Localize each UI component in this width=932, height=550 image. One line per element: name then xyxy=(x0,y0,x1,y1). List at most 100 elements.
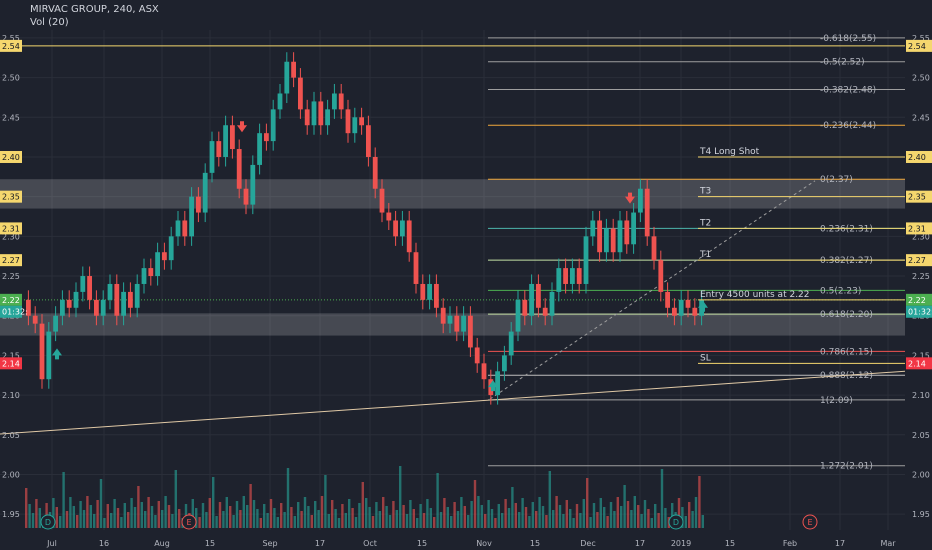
x-tick-1: 16 xyxy=(99,539,109,548)
candle-body-12 xyxy=(107,283,113,300)
volume-bar-174 xyxy=(616,497,619,528)
y-tick-right-0: 2.55 xyxy=(912,34,930,43)
volume-bar-144 xyxy=(514,503,517,528)
price-tag-right-5: 2.22 xyxy=(908,296,926,305)
volume-bar-52 xyxy=(201,503,205,528)
candle-body-50 xyxy=(366,125,371,157)
y-tick-left-9: 2.10 xyxy=(2,391,20,400)
price-tag-left-5: 2.22 xyxy=(2,296,20,305)
candle-body-21 xyxy=(168,236,174,261)
volume-bar-53 xyxy=(205,512,208,528)
volume-bar-130 xyxy=(467,515,470,528)
volume-bar-19 xyxy=(89,505,92,528)
volume-bar-161 xyxy=(572,518,575,528)
grid-lines xyxy=(0,30,905,530)
volume-bar-177 xyxy=(626,501,630,528)
volume-bar-51 xyxy=(198,517,201,528)
fib-label-3: -0.236(2.44) xyxy=(820,121,876,131)
x-tick-14: Feb xyxy=(783,539,797,548)
volume-bar-103 xyxy=(375,502,378,528)
volume-bar-104 xyxy=(378,511,381,528)
candle-body-64 xyxy=(461,315,466,332)
volume-bar-146 xyxy=(521,498,524,528)
candle-body-62 xyxy=(447,315,453,324)
candle-body-20 xyxy=(162,252,167,261)
price-tag-bg-right-3 xyxy=(906,222,932,235)
volume-bar-44 xyxy=(174,470,177,528)
volume-bar-131 xyxy=(470,501,473,528)
y-tick-left-1: 2.50 xyxy=(2,74,20,83)
time-axis[interactable]: Jul 16 Aug 15 Sep 17 Oct 15 Nov 15 Dec 17 2019 15 Feb 1… xyxy=(46,539,896,548)
candle-body-9 xyxy=(87,276,92,300)
x-tick-16: Mar xyxy=(880,539,896,548)
candle-body-70 xyxy=(502,355,507,372)
candle-body-43 xyxy=(318,101,324,126)
volume-bar-15 xyxy=(76,515,79,528)
volume-bar-110 xyxy=(399,466,402,528)
volume-bar-50 xyxy=(195,508,198,528)
candle-body-48 xyxy=(352,117,358,134)
volume-bar-41 xyxy=(164,496,167,528)
long-trendline xyxy=(0,370,906,435)
volume-bar-193 xyxy=(681,507,684,528)
volume-bar-171 xyxy=(606,516,609,528)
volume-bar-0 xyxy=(25,488,28,528)
candle-body-83 xyxy=(590,220,596,237)
volume-bar-180 xyxy=(637,505,640,528)
volume-bar-63 xyxy=(239,510,242,528)
volume-bar-126 xyxy=(453,502,456,528)
volume-bar-92 xyxy=(337,518,341,528)
volume-bar-30 xyxy=(127,512,130,528)
volume-bar-27 xyxy=(116,508,120,528)
volume-bar-167 xyxy=(592,503,596,528)
candle-body-32 xyxy=(243,188,249,205)
volume-bar-108 xyxy=(392,501,395,528)
price-tag-bg-left-6 xyxy=(0,305,22,318)
candle-body-49 xyxy=(359,117,364,126)
y-tick-right-12: 1.95 xyxy=(912,510,930,519)
volume-bar-153 xyxy=(545,515,548,528)
y-tick-left-12: 1.95 xyxy=(2,510,20,519)
candle-body-60 xyxy=(434,283,439,308)
annotation-label-5: SL xyxy=(700,353,711,363)
volume-bar-70 xyxy=(263,504,266,528)
volume-bar-18 xyxy=(86,496,89,528)
candle-body-34 xyxy=(257,133,262,165)
volume-bar-143 xyxy=(511,487,514,528)
candle-body-80 xyxy=(570,268,575,284)
candle-body-65 xyxy=(468,315,473,348)
volume-bar-22 xyxy=(99,479,103,528)
volume-bar-17 xyxy=(82,510,86,528)
annotation-label-0: T4 Long Shot xyxy=(699,147,760,157)
volume-bar-16 xyxy=(79,501,82,528)
volume-bar-39 xyxy=(157,501,160,528)
volume-bar-79 xyxy=(293,516,296,528)
x-tick-15: 17 xyxy=(835,539,845,548)
candle-body-33 xyxy=(250,164,256,205)
candle-body-13 xyxy=(114,283,120,316)
x-tick-8: Nov xyxy=(476,539,492,548)
volume-bar-28 xyxy=(120,517,123,528)
volume-bar-169 xyxy=(599,498,602,528)
y-tick-right-5: 2.30 xyxy=(912,232,930,241)
volume-bar-80 xyxy=(297,502,300,528)
candle-body-38 xyxy=(284,61,290,94)
volume-bar-8 xyxy=(52,498,55,528)
volume-bar-62 xyxy=(235,501,239,528)
zone-1 xyxy=(0,313,905,336)
candle-body-36 xyxy=(270,109,276,142)
fib-label-5: 0.236(2.31) xyxy=(820,224,873,234)
candle-body-39 xyxy=(291,61,296,78)
candle-body-8 xyxy=(80,276,86,292)
candle-body-6 xyxy=(66,299,72,308)
volume-bar-102 xyxy=(371,516,375,528)
y-tick-right-1: 2.50 xyxy=(912,74,930,83)
volume-bar-38 xyxy=(154,515,157,528)
volume-bar-71 xyxy=(266,513,269,528)
x-tick-12: 2019 xyxy=(671,539,691,548)
volume-bar-49 xyxy=(191,499,194,528)
candle-body-84 xyxy=(597,220,602,253)
volume-bar-54 xyxy=(208,498,211,528)
